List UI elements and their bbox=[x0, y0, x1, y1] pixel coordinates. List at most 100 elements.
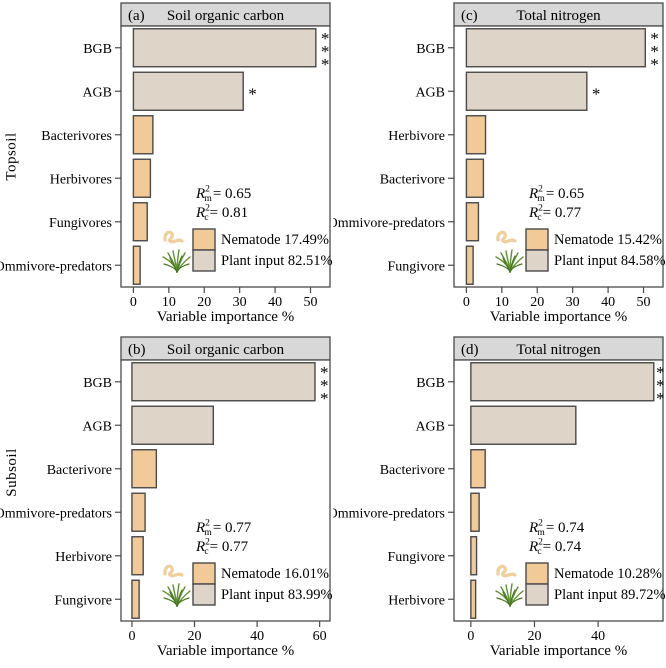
x-tick-label: 40 bbox=[591, 629, 605, 644]
nematode-legend-label: Nematode 15.42% bbox=[554, 232, 662, 248]
grass-blade bbox=[163, 263, 178, 273]
significance-asterisk: * bbox=[650, 42, 659, 61]
panel-d-chart: (d) Total nitrogenBGB***AGBBacterivoreOmm… bbox=[333, 336, 666, 659]
bar-ommivore-predators bbox=[132, 245, 141, 285]
x-tick-label: 10 bbox=[162, 295, 176, 310]
plot-area bbox=[120, 359, 331, 622]
grass-blade bbox=[496, 597, 511, 607]
x-axis-title: Variable importance % bbox=[490, 643, 627, 659]
r2-marginal: R2 m= 0.65 bbox=[195, 185, 251, 205]
x-tick-label: 10 bbox=[495, 295, 509, 310]
category-label: Fungivore bbox=[387, 550, 445, 565]
nematode-worm-icon bbox=[496, 230, 517, 244]
x-axis-title: Variable importance % bbox=[490, 309, 627, 325]
panel-title: Total nitrogen bbox=[516, 8, 601, 24]
grass-blade bbox=[509, 597, 523, 607]
panel-tag: (b) bbox=[128, 342, 146, 358]
significance-asterisk: * bbox=[656, 376, 665, 395]
x-tick-label: 30 bbox=[233, 295, 247, 310]
bar-herbivore bbox=[470, 579, 477, 619]
bar-agb bbox=[470, 405, 577, 445]
category-label: BGB bbox=[416, 376, 445, 391]
category-label: BGB bbox=[83, 376, 112, 391]
bar-herbivores bbox=[132, 158, 152, 198]
plant-legend-swatch bbox=[192, 249, 216, 272]
category-label: Fungivore bbox=[54, 593, 112, 608]
nematode-legend-label: Nematode 17.49% bbox=[221, 232, 329, 248]
category-label: Fungivore bbox=[387, 259, 445, 274]
bar-agb bbox=[465, 71, 588, 111]
grass-blade bbox=[509, 263, 523, 273]
nematode-worm-icon bbox=[163, 564, 184, 578]
worm-squiggle bbox=[496, 230, 517, 244]
plant-legend-swatch bbox=[192, 583, 216, 606]
category-label: Ommivore-predators bbox=[0, 506, 112, 521]
nematode-worm-icon bbox=[496, 564, 517, 578]
category-label: Ommivore-predators bbox=[333, 216, 445, 231]
r2-marginal: R2 m= 0.74 bbox=[528, 519, 585, 539]
bar-herbivore bbox=[465, 115, 487, 155]
grass-blade bbox=[496, 263, 511, 273]
worm-squiggle bbox=[163, 230, 184, 244]
category-label: Fungivores bbox=[49, 216, 112, 231]
r2-conditional: R2 c= 0.74 bbox=[528, 538, 582, 558]
significance-asterisk: * bbox=[656, 389, 665, 408]
plant-legend-swatch bbox=[525, 249, 549, 272]
significance-asterisk: * bbox=[592, 84, 601, 103]
panel-tag: (a) bbox=[128, 8, 145, 24]
x-tick-label: 0 bbox=[463, 295, 470, 310]
x-tick-label: 30 bbox=[566, 295, 580, 310]
category-label: Bacterivores bbox=[41, 129, 112, 144]
category-label: Herbivores bbox=[50, 172, 112, 187]
panel-b-chart: (b) Soil organic carbonBGB***AGBBacterivo… bbox=[0, 336, 333, 659]
significance-asterisk: * bbox=[321, 55, 330, 74]
panel-tag: (c) bbox=[461, 8, 478, 24]
category-label: AGB bbox=[415, 85, 445, 100]
bar-fungivores bbox=[132, 202, 148, 242]
category-label: Bacterivore bbox=[380, 172, 445, 187]
category-label: Herbivore bbox=[388, 593, 445, 608]
panel-tag: (d) bbox=[461, 342, 479, 358]
x-axis-title: Variable importance % bbox=[157, 309, 294, 325]
grass-blade bbox=[163, 597, 178, 607]
x-tick-label: 20 bbox=[530, 295, 544, 310]
x-tick-label: 20 bbox=[188, 629, 202, 644]
grass-blade bbox=[176, 597, 190, 607]
bar-bgb bbox=[470, 362, 655, 402]
plant-legend-label: Plant input 83.99% bbox=[221, 587, 333, 603]
nematode-legend-label: Nematode 10.28% bbox=[554, 566, 662, 582]
bar-ommivore-predators bbox=[131, 492, 146, 532]
worm-squiggle bbox=[496, 564, 517, 578]
plot-area bbox=[453, 359, 664, 622]
significance-asterisk: * bbox=[320, 376, 329, 395]
plot-area bbox=[120, 25, 331, 288]
grass-blade bbox=[176, 263, 190, 273]
bar-ommivore-predators bbox=[465, 202, 480, 242]
plant-legend-label: Plant input 89.72% bbox=[554, 587, 666, 603]
panel-title: Total nitrogen bbox=[516, 342, 601, 358]
bar-bacterivore bbox=[470, 449, 486, 489]
significance-asterisk: * bbox=[656, 363, 665, 382]
x-tick-label: 0 bbox=[467, 629, 474, 644]
x-tick-label: 0 bbox=[130, 295, 137, 310]
x-tick-label: 40 bbox=[268, 295, 282, 310]
bar-fungivore bbox=[465, 245, 474, 285]
x-tick-label: 20 bbox=[197, 295, 211, 310]
worm-squiggle bbox=[163, 564, 184, 578]
grass-plant-icon bbox=[495, 249, 524, 273]
plant-legend-label: Plant input 82.51% bbox=[221, 253, 333, 269]
significance-asterisk: * bbox=[320, 363, 329, 382]
grass-plant-icon bbox=[162, 583, 191, 607]
x-tick-label: 40 bbox=[601, 295, 615, 310]
r2-conditional: R2 c= 0.77 bbox=[195, 538, 249, 558]
x-tick-label: 0 bbox=[128, 629, 135, 644]
bar-bacterivore bbox=[131, 449, 158, 489]
bar-agb bbox=[131, 405, 214, 445]
category-label: Ommivore-predators bbox=[0, 259, 112, 274]
grass-plant-icon bbox=[162, 249, 191, 273]
x-tick-label: 60 bbox=[313, 629, 327, 644]
significance-asterisk: * bbox=[248, 84, 256, 103]
